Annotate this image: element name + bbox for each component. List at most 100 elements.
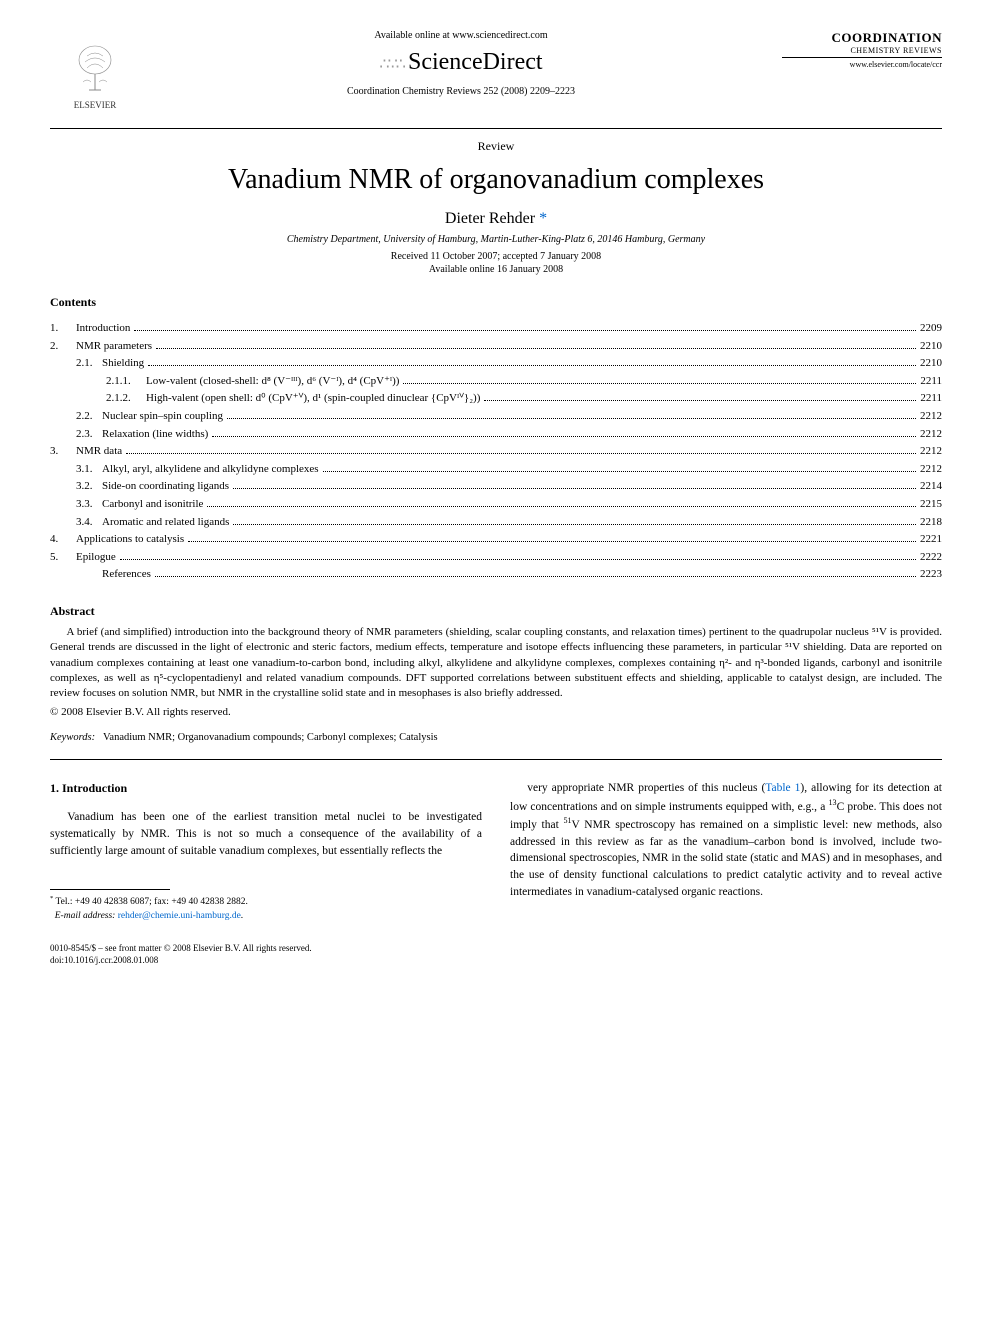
- footnote-email: E-mail address: rehder@chemie.uni-hambur…: [50, 910, 482, 923]
- article-type: Review: [50, 139, 942, 154]
- keywords-line: Keywords: Vanadium NMR; Organovanadium c…: [50, 732, 942, 743]
- author-line: Dieter Rehder *: [50, 210, 942, 228]
- toc-dots: [227, 418, 916, 419]
- toc-number: 2.1.: [76, 355, 102, 373]
- toc-dots: [120, 559, 916, 560]
- sd-dots-icon: ∴∵∴: [379, 56, 404, 73]
- journal-logo: COORDINATION CHEMISTRY REVIEWS www.elsev…: [782, 30, 942, 69]
- sciencedirect-logo: ∴∵∴ ScienceDirect: [160, 49, 762, 76]
- toc-entry[interactable]: 5.Epilogue2222: [50, 549, 942, 567]
- toc-label: Relaxation (line widths): [102, 426, 208, 444]
- toc-number: 2.: [50, 338, 76, 356]
- table-of-contents: 1.Introduction22092.NMR parameters22102.…: [50, 320, 942, 584]
- toc-dots: [207, 506, 916, 507]
- author-corresponding-link[interactable]: *: [539, 210, 547, 227]
- toc-entry[interactable]: References 2223: [50, 566, 942, 584]
- toc-number: 1.: [50, 320, 76, 338]
- toc-dots: [233, 488, 916, 489]
- toc-label: Nuclear spin–spin coupling: [102, 408, 223, 426]
- toc-page: 2211: [920, 390, 942, 408]
- journal-subtitle: CHEMISTRY REVIEWS: [782, 46, 942, 55]
- header-divider: [50, 128, 942, 129]
- toc-number: 3.2.: [76, 478, 102, 496]
- toc-number: 4.: [50, 531, 76, 549]
- toc-entry[interactable]: 2.2.Nuclear spin–spin coupling 2212: [50, 408, 942, 426]
- toc-dots: [148, 365, 916, 366]
- toc-label: Low-valent (closed-shell: d⁸ (V⁻ᴵᴵᴵ), d⁶…: [146, 373, 399, 391]
- keywords-values: Vanadium NMR; Organovanadium compounds; …: [103, 732, 438, 743]
- article-title: Vanadium NMR of organovanadium complexes: [50, 164, 942, 196]
- body-columns: 1. Introduction Vanadium has been one of…: [50, 780, 942, 923]
- abstract-copyright: © 2008 Elsevier B.V. All rights reserved…: [50, 706, 942, 718]
- abstract-body: A brief (and simplified) introduction in…: [50, 625, 942, 702]
- keywords-label: Keywords:: [50, 732, 95, 743]
- abstract-text: A brief (and simplified) introduction in…: [50, 625, 942, 702]
- table-1-link[interactable]: Table 1: [765, 782, 800, 794]
- toc-number: 2.3.: [76, 426, 102, 444]
- toc-dots: [323, 471, 916, 472]
- elsevier-tree-icon: [65, 40, 125, 100]
- corresponding-footnote: * Tel.: +49 40 42838 6087; fax: +49 40 4…: [50, 894, 482, 923]
- toc-number: 5.: [50, 549, 76, 567]
- section-1-para-right: very appropriate NMR properties of this …: [510, 780, 942, 900]
- toc-entry[interactable]: 2.3.Relaxation (line widths)2212: [50, 426, 942, 444]
- toc-page: 2209: [920, 320, 942, 338]
- toc-label: Carbonyl and isonitrile: [102, 496, 203, 514]
- journal-url: www.elsevier.com/locate/ccr: [782, 57, 942, 69]
- section-1-para-left: Vanadium has been one of the earliest tr…: [50, 809, 482, 859]
- section-1-heading: 1. Introduction: [50, 780, 482, 797]
- toc-dots: [134, 330, 916, 331]
- toc-number: 2.2.: [76, 408, 102, 426]
- elsevier-logo: ELSEVIER: [50, 30, 140, 120]
- issn-line: 0010-8545/$ – see front matter © 2008 El…: [50, 943, 942, 955]
- toc-entry[interactable]: 3.2.Side-on coordinating ligands2214: [50, 478, 942, 496]
- toc-page: 2214: [920, 478, 942, 496]
- toc-entry[interactable]: 3.3.Carbonyl and isonitrile2215: [50, 496, 942, 514]
- toc-entry[interactable]: 4.Applications to catalysis2221: [50, 531, 942, 549]
- toc-dots: [156, 348, 916, 349]
- toc-label: Shielding: [102, 355, 144, 373]
- contents-heading: Contents: [50, 295, 942, 310]
- toc-entry[interactable]: 3.4.Aromatic and related ligands2218: [50, 514, 942, 532]
- toc-page: 2212: [920, 461, 942, 479]
- toc-entry[interactable]: 1.Introduction 2209: [50, 320, 942, 338]
- journal-name: COORDINATION: [782, 30, 942, 46]
- toc-number: 2.1.2.: [106, 390, 146, 408]
- journal-citation: Coordination Chemistry Reviews 252 (2008…: [160, 86, 762, 97]
- toc-page: 2223: [920, 566, 942, 584]
- toc-dots: [403, 383, 916, 384]
- toc-page: 2222: [920, 549, 942, 567]
- toc-number: 3.: [50, 443, 76, 461]
- toc-dots: [233, 524, 916, 525]
- toc-label: High-valent (open shell: d⁰ (CpV⁺ⱽ), d¹ …: [146, 390, 480, 408]
- affiliation: Chemistry Department, University of Hamb…: [50, 234, 942, 245]
- toc-page: 2218: [920, 514, 942, 532]
- toc-entry[interactable]: 3.NMR data2212: [50, 443, 942, 461]
- toc-label: NMR parameters: [76, 338, 152, 356]
- email-link[interactable]: rehder@chemie.uni-hamburg.de: [118, 911, 241, 921]
- toc-dots: [155, 576, 916, 577]
- toc-label: Applications to catalysis: [76, 531, 184, 549]
- footnote-rule: [50, 889, 170, 890]
- page-header: ELSEVIER Available online at www.science…: [50, 30, 942, 120]
- toc-label: References: [102, 566, 151, 584]
- toc-label: Introduction: [76, 320, 130, 338]
- elsevier-label: ELSEVIER: [74, 100, 117, 110]
- abstract-heading: Abstract: [50, 604, 942, 619]
- author-name: Dieter Rehder: [445, 210, 535, 227]
- bottom-info: 0010-8545/$ – see front matter © 2008 El…: [50, 943, 942, 966]
- toc-number: 3.3.: [76, 496, 102, 514]
- toc-label: NMR data: [76, 443, 122, 461]
- toc-dots: [484, 400, 916, 401]
- toc-entry[interactable]: 2.1.1.Low-valent (closed-shell: d⁸ (V⁻ᴵᴵ…: [50, 373, 942, 391]
- right-column: very appropriate NMR properties of this …: [510, 780, 942, 923]
- toc-page: 2212: [920, 408, 942, 426]
- toc-page: 2210: [920, 355, 942, 373]
- toc-entry[interactable]: 2.1.2.High-valent (open shell: d⁰ (CpV⁺ⱽ…: [50, 390, 942, 408]
- toc-label: Alkyl, aryl, alkylidene and alkylidyne c…: [102, 461, 319, 479]
- doi-line: doi:10.1016/j.ccr.2008.01.008: [50, 955, 942, 967]
- toc-entry[interactable]: 2.NMR parameters2210: [50, 338, 942, 356]
- toc-entry[interactable]: 3.1.Alkyl, aryl, alkylidene and alkylidy…: [50, 461, 942, 479]
- toc-entry[interactable]: 2.1.Shielding 2210: [50, 355, 942, 373]
- footnote-tel: * Tel.: +49 40 42838 6087; fax: +49 40 4…: [50, 894, 482, 909]
